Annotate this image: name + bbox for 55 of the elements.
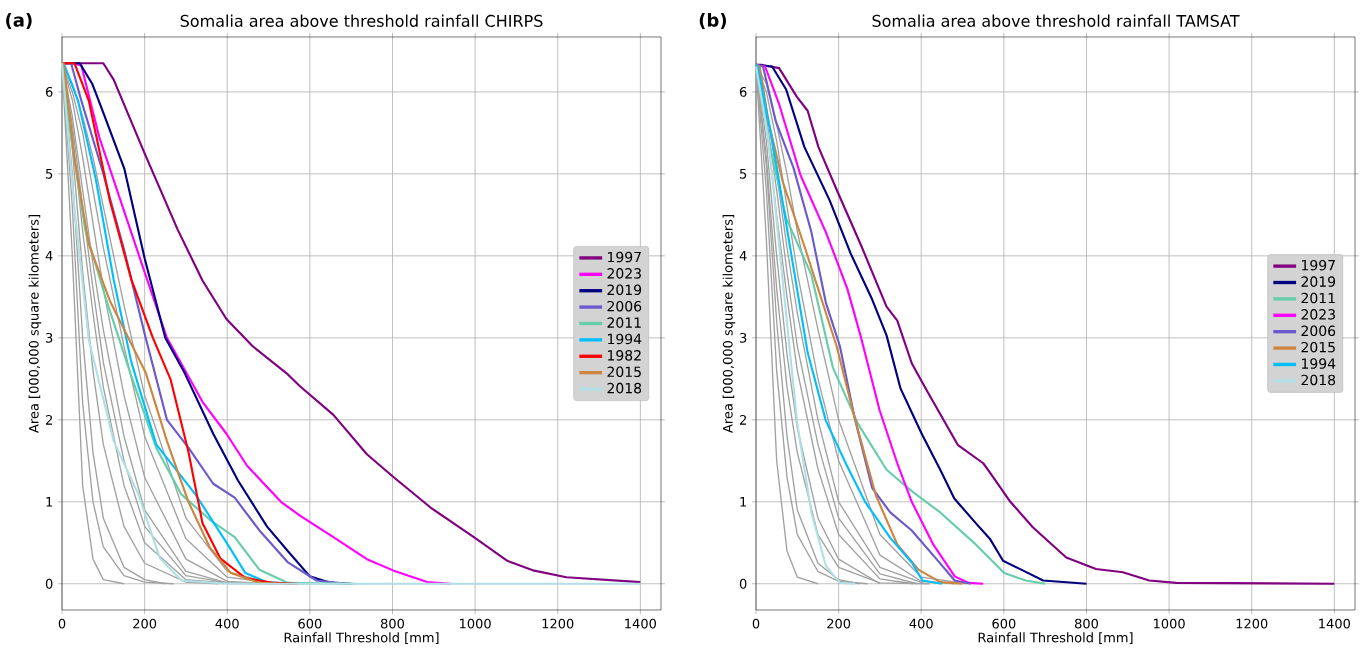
x-tick-label: 400 [909,618,933,629]
y-axis-title: Area [000,000 square kilometers] [28,215,42,433]
x-tick-label: 0 [752,618,760,629]
x-tick-label: 1400 [1319,618,1351,629]
y-tick-label: 0 [739,578,747,589]
x-tick-label: 1200 [1236,618,1268,629]
y-tick-label: 1 [46,497,53,507]
y-tick-label: 4 [739,251,747,261]
x-axis-title: Rainfall Threshold [mm] [284,632,439,644]
legend-label: 1994 [1301,358,1336,369]
x-tick-label: 200 [133,618,157,629]
y-tick-label: 1 [740,497,747,507]
legend-label: 1997 [1301,259,1335,271]
legend-label: 2023 [1301,309,1335,320]
x-tick-label: 1200 [542,618,574,629]
legend-label: 2019 [607,284,642,296]
y-tick-label: 5 [740,169,747,179]
text: (b) [699,12,727,29]
y-tick-label: 3 [46,332,53,343]
y-tick-label: 0 [45,578,53,589]
legend-label: 1994 [607,333,642,345]
y-tick-label: 3 [740,332,747,343]
x-tick-label: 0 [58,618,66,629]
legend-label: 1982 [607,350,641,361]
legend-label: 2018 [607,382,642,394]
y-tick-label: 4 [45,251,53,261]
x-tick-label: 600 [298,618,322,629]
chart-title: Somalia area above threshold rainfall TAMSAT [872,14,1240,27]
x-tick-label: 1000 [459,618,491,629]
legend-label: 2011 [1301,292,1335,304]
legend-label: 2011 [607,317,641,328]
legend-label: 1997 [607,251,641,263]
y-tick-label: 6 [739,86,747,97]
legend-label: 2015 [1301,341,1335,353]
x-tick-label: 400 [215,618,239,629]
y-axis-title: Area [000,000 square kilometers] [722,215,736,433]
y-tick-label: 6 [45,86,53,97]
x-tick-label: 200 [827,618,851,629]
legend-label: 2006 [1301,325,1336,337]
x-tick-label: 800 [1074,618,1099,629]
x-tick-label: 600 [992,618,1016,629]
x-tick-label: 1400 [625,618,657,629]
legend-label: 2006 [607,300,642,312]
x-tick-label: 1000 [1153,618,1185,629]
x-tick-label: 800 [380,618,405,629]
y-tick-label: 5 [46,169,53,179]
legend-label: 2019 [1301,276,1336,287]
y-tick-label: 2 [45,414,52,425]
legend-label: 2018 [1301,374,1336,386]
text: (a) [6,12,32,29]
x-axis-title: Rainfall Threshold [mm] [978,632,1133,644]
legend-label: 2015 [607,366,641,378]
chart-title: Somalia area above threshold rainfall CHIRPS [180,14,543,27]
y-tick-label: 2 [739,414,746,425]
legend-label: 2023 [607,268,641,279]
